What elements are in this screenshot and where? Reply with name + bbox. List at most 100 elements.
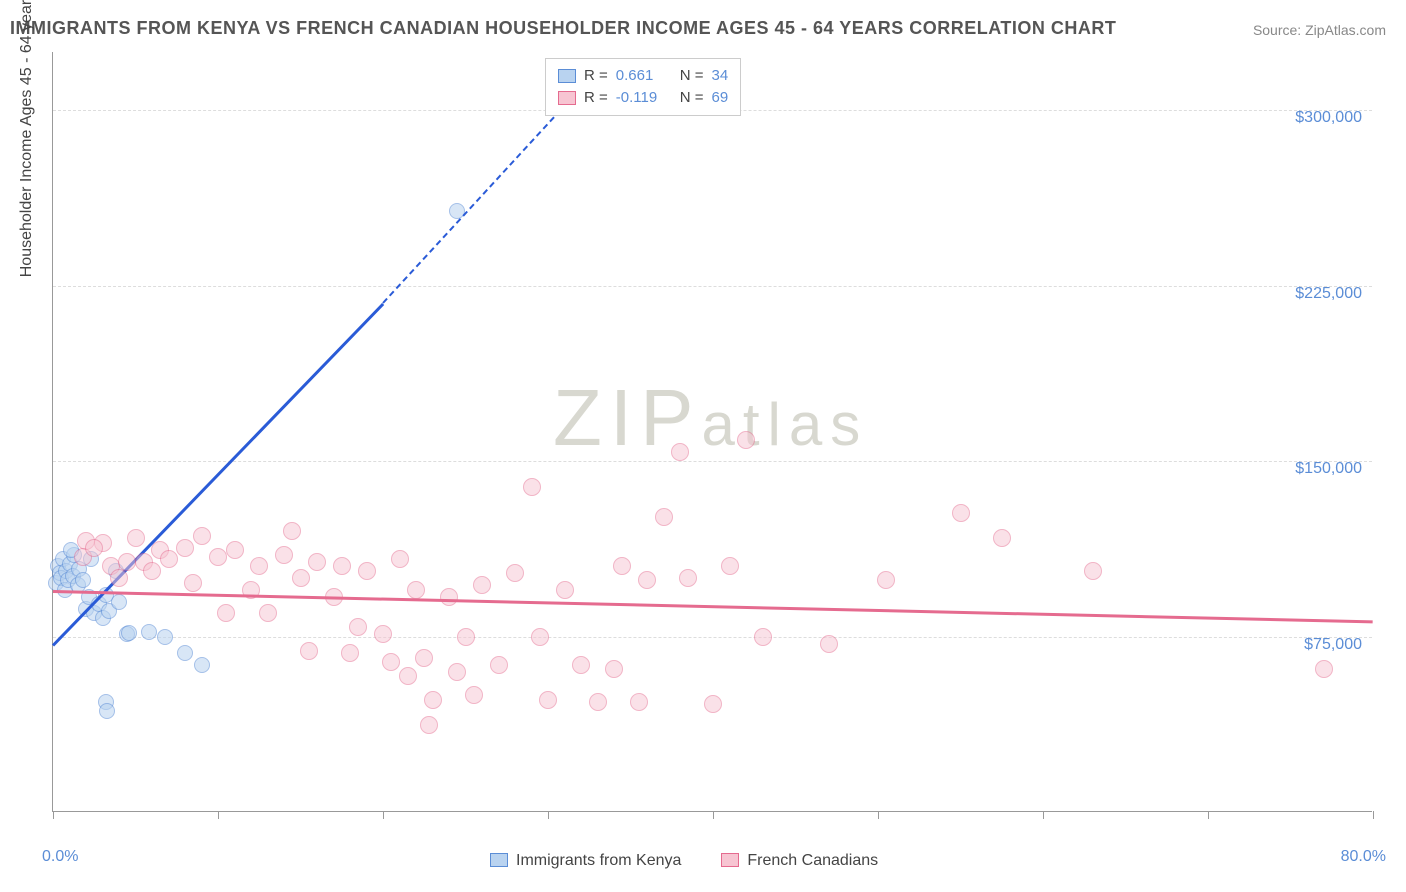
- legend-series-name: Immigrants from Kenya: [516, 852, 681, 869]
- data-point: [630, 693, 648, 711]
- data-point: [349, 618, 367, 636]
- data-point: [531, 628, 549, 646]
- data-point: [539, 691, 557, 709]
- data-point: [99, 703, 115, 719]
- data-point: [160, 550, 178, 568]
- data-point: [85, 539, 103, 557]
- data-point: [523, 478, 541, 496]
- gridline-horizontal: [53, 286, 1372, 287]
- x-tick: [383, 811, 384, 819]
- legend-swatch: [490, 853, 508, 867]
- data-point: [217, 604, 235, 622]
- data-point: [589, 693, 607, 711]
- data-point: [754, 628, 772, 646]
- data-point: [110, 569, 128, 587]
- source-prefix: Source:: [1253, 22, 1305, 38]
- legend-swatch: [721, 853, 739, 867]
- data-point: [177, 645, 193, 661]
- data-point: [490, 656, 508, 674]
- y-tick-label: $75,000: [1304, 636, 1362, 654]
- y-axis-label: Householder Income Ages 45 - 64 years: [18, 0, 36, 277]
- data-point: [250, 557, 268, 575]
- data-point: [226, 541, 244, 559]
- legend-item: Immigrants from Kenya: [490, 852, 681, 870]
- data-point: [184, 574, 202, 592]
- legend-swatch: [558, 91, 576, 105]
- data-point: [1084, 562, 1102, 580]
- x-tick: [878, 811, 879, 819]
- legend-swatch: [558, 69, 576, 83]
- data-point: [448, 663, 466, 681]
- x-tick: [713, 811, 714, 819]
- y-tick-label: $225,000: [1295, 285, 1362, 303]
- gridline-horizontal: [53, 637, 1372, 638]
- data-point: [341, 644, 359, 662]
- data-point: [572, 656, 590, 674]
- x-min-label: 0.0%: [42, 848, 78, 866]
- data-point: [415, 649, 433, 667]
- data-point: [399, 667, 417, 685]
- data-point: [374, 625, 392, 643]
- data-point: [420, 716, 438, 734]
- correlation-stats-legend: R =0.661N =34R = -0.119 N = 69: [545, 58, 741, 116]
- y-tick-label: $150,000: [1295, 460, 1362, 478]
- data-point: [424, 691, 442, 709]
- chart-title: IMMIGRANTS FROM KENYA VS FRENCH CANADIAN…: [10, 18, 1116, 39]
- data-point: [638, 571, 656, 589]
- x-max-label: 80.0%: [1341, 848, 1386, 866]
- data-point: [605, 660, 623, 678]
- legend-stats-row: R =0.661N =34: [558, 65, 728, 87]
- data-point: [993, 529, 1011, 547]
- data-point: [613, 557, 631, 575]
- data-point: [141, 624, 157, 640]
- data-point: [111, 594, 127, 610]
- data-point: [143, 562, 161, 580]
- data-point: [283, 522, 301, 540]
- source-attribution: Source: ZipAtlas.com: [1253, 22, 1386, 38]
- data-point: [407, 581, 425, 599]
- correlation-chart: IMMIGRANTS FROM KENYA VS FRENCH CANADIAN…: [0, 0, 1406, 892]
- data-point: [176, 539, 194, 557]
- legend-series-name: French Canadians: [747, 852, 878, 869]
- r-label: R =: [584, 65, 608, 87]
- legend-item: French Canadians: [721, 852, 878, 870]
- data-point: [506, 564, 524, 582]
- data-point: [737, 431, 755, 449]
- data-point: [209, 548, 227, 566]
- data-point: [75, 572, 91, 588]
- data-point: [121, 625, 137, 641]
- data-point: [118, 553, 136, 571]
- legend-stats-row: R =-0.119N =69: [558, 87, 728, 109]
- y-tick-label: $300,000: [1295, 109, 1362, 127]
- data-point: [721, 557, 739, 575]
- watermark-atlas: atlas: [701, 391, 868, 458]
- data-point: [333, 557, 351, 575]
- n-label: N =: [680, 87, 704, 109]
- data-point: [275, 546, 293, 564]
- source-name: ZipAtlas.com: [1305, 22, 1386, 38]
- gridline-horizontal: [53, 461, 1372, 462]
- data-point: [259, 604, 277, 622]
- x-tick: [548, 811, 549, 819]
- n-value: 34: [712, 65, 729, 87]
- trend-line: [53, 590, 1373, 623]
- data-point: [556, 581, 574, 599]
- data-point: [382, 653, 400, 671]
- series-legend: Immigrants from Kenya French Canadians: [490, 852, 878, 870]
- data-point: [391, 550, 409, 568]
- data-point: [300, 642, 318, 660]
- r-value: -0.119: [616, 87, 672, 109]
- plot-area: ZIPatlas $75,000$150,000$225,000$300,000: [52, 52, 1372, 812]
- n-value: 69: [712, 87, 729, 109]
- data-point: [1315, 660, 1333, 678]
- data-point: [671, 443, 689, 461]
- data-point: [157, 629, 173, 645]
- data-point: [465, 686, 483, 704]
- data-point: [473, 576, 491, 594]
- x-tick: [1208, 811, 1209, 819]
- x-tick: [1373, 811, 1374, 819]
- data-point: [952, 504, 970, 522]
- x-tick: [53, 811, 54, 819]
- data-point: [193, 527, 211, 545]
- data-point: [679, 569, 697, 587]
